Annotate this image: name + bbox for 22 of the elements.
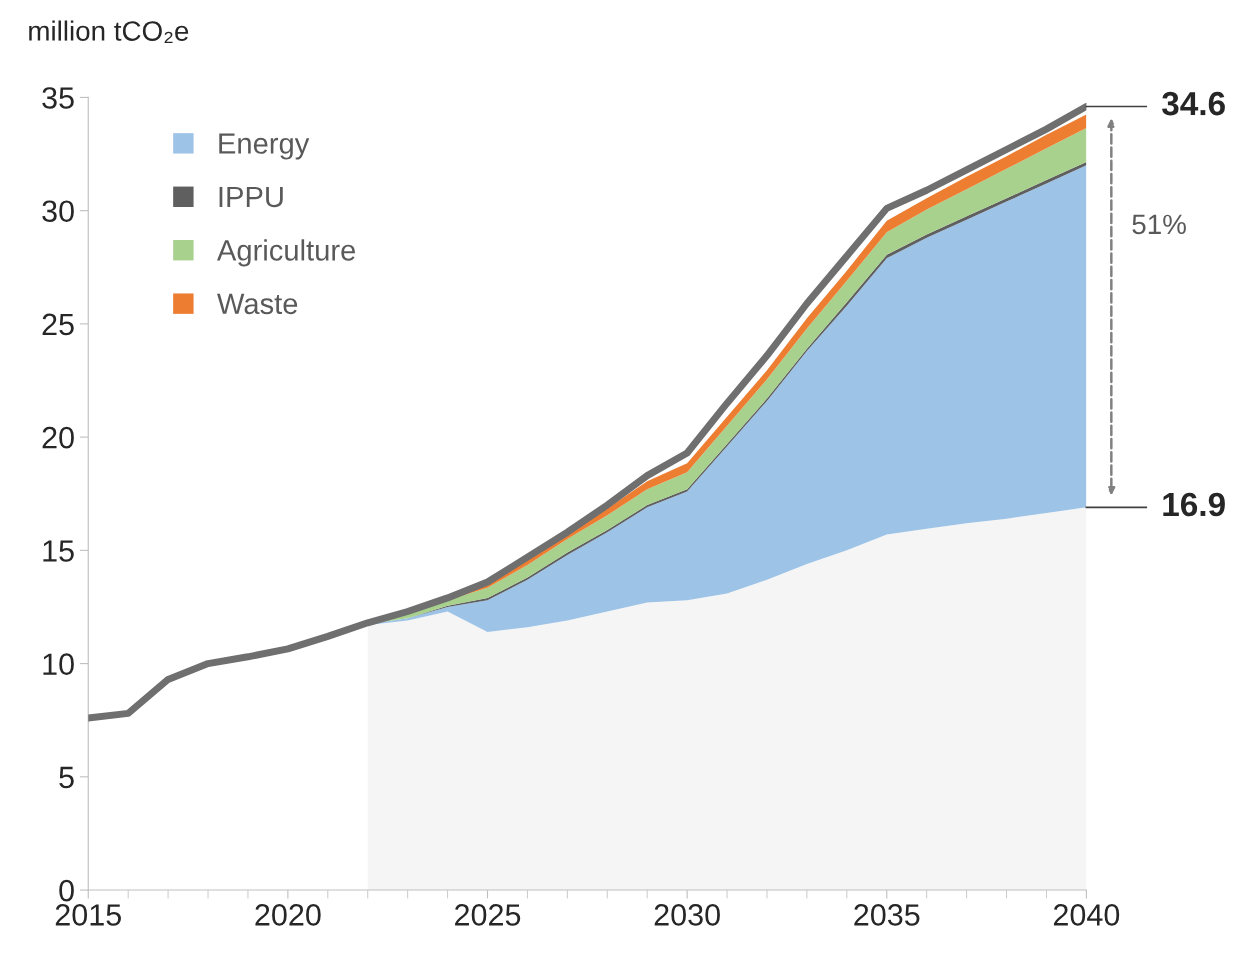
legend-label: IPPU: [219, 186, 283, 208]
x-tick-label: 2030: [654, 904, 720, 926]
legend-label: Agriculture: [216, 239, 356, 267]
y-tick-label: 5: [59, 766, 74, 789]
y-tick-label: 20: [42, 426, 74, 449]
y-tick-label: 15: [43, 540, 74, 562]
x-tick-label: 2040: [1053, 904, 1120, 926]
x-tick-label: 2015: [55, 904, 121, 926]
legend-label: Waste: [217, 293, 298, 315]
annotation: 16.9: [1163, 492, 1225, 517]
y-axis-title: million tCO₂e: [29, 20, 189, 43]
x-tick-label: 2025: [455, 904, 521, 926]
x-tick-label: 2035: [854, 904, 920, 926]
y-tick-label: 0: [59, 879, 74, 902]
y-tick-label: 10: [43, 653, 74, 675]
legend-label: Energy: [219, 133, 310, 160]
annotation: 34.6: [1162, 91, 1225, 116]
x-tick-label: 2020: [255, 904, 321, 926]
y-tick-label: 25: [42, 313, 74, 336]
y-tick-label: 35: [42, 87, 74, 109]
text: 51%: [1132, 214, 1186, 235]
y-tick-label: 30: [42, 200, 74, 223]
